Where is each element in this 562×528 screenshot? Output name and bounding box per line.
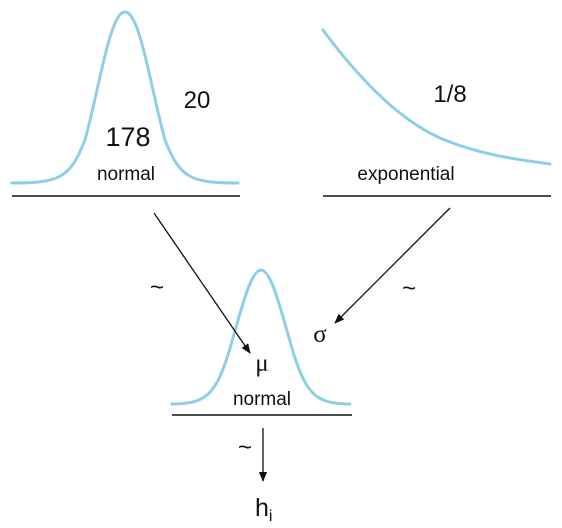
arrow-prior-mu-to-mu xyxy=(153,212,251,354)
observed-variable-label: hi xyxy=(255,494,272,525)
prior-mu-distribution-label: normal xyxy=(97,164,155,185)
prior-mu-mean-label: 178 xyxy=(105,122,150,152)
tilde-bottom: ~ xyxy=(238,434,252,461)
prior-sigma-exponential-curve xyxy=(321,28,552,166)
prior-mu-normal-curve xyxy=(10,10,240,185)
likelihood-distribution-label: normal xyxy=(233,389,291,410)
arrow-prior-sigma-to-sigma xyxy=(334,207,451,324)
prior-mu-node: 178 20 normal xyxy=(10,10,240,197)
prior-sigma-distribution-label: exponential xyxy=(357,164,454,185)
observed-subscript: i xyxy=(269,508,273,525)
prior-sigma-node: 1/8 exponential xyxy=(321,28,552,197)
prior-sigma-rate-label: 1/8 xyxy=(433,81,466,108)
tilde-left: ~ xyxy=(150,274,164,301)
likelihood-node: μ σ normal xyxy=(170,268,352,416)
likelihood-mu-symbol: μ xyxy=(255,350,268,377)
likelihood-sigma-symbol: σ xyxy=(313,321,327,348)
likelihood-normal-curve xyxy=(170,268,352,406)
observed-base: h xyxy=(255,494,269,522)
prior-mu-sd-label: 20 xyxy=(184,87,211,114)
tilde-right: ~ xyxy=(402,275,416,302)
